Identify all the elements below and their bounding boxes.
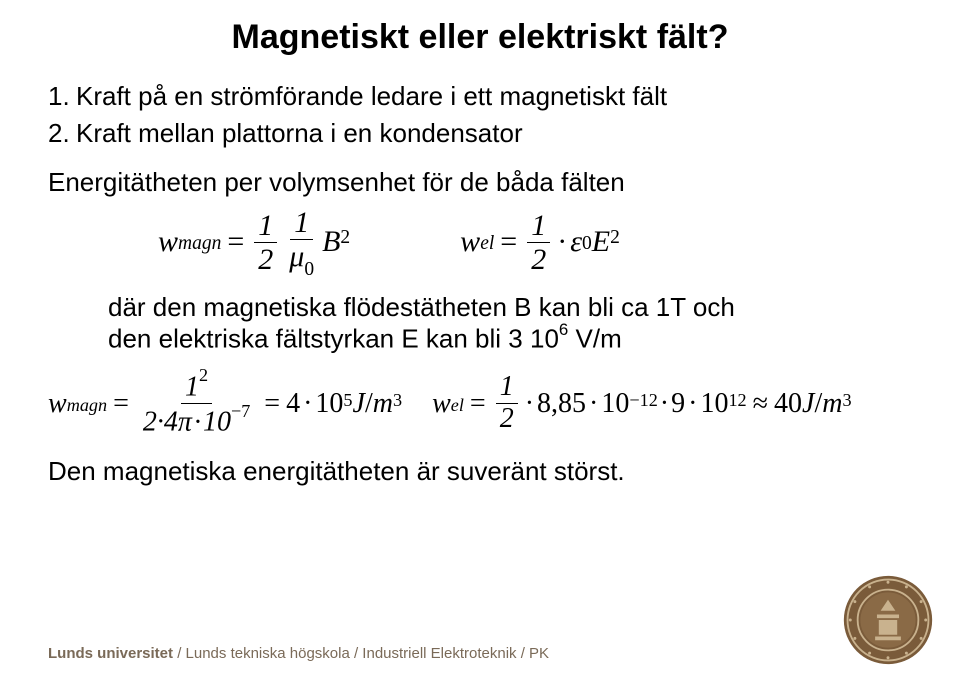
- neq1: =: [113, 388, 129, 420]
- eu-m: m: [822, 388, 842, 420]
- frac-half: 1 2: [254, 209, 277, 276]
- nd-dot: ·: [157, 407, 164, 438]
- sub-magn: magn: [178, 233, 221, 255]
- sub-0b: 0: [582, 233, 592, 255]
- exp-2b: 2: [610, 227, 620, 249]
- var-w-el: w: [460, 225, 480, 259]
- n1exp: 2: [199, 365, 208, 385]
- list-text-1: Kraft på en strömförande ledare i ett ma…: [76, 81, 667, 112]
- list-text-2: Kraft mellan plattorna i en kondensator: [76, 118, 523, 149]
- exp-2: 2: [340, 227, 350, 249]
- nd-pi: π: [178, 407, 192, 438]
- nd-dot2: ·: [194, 407, 201, 438]
- eeq: =: [470, 388, 486, 420]
- list-item-2: 2. Kraft mellan plattorna i en kondensat…: [48, 118, 912, 149]
- n1: 1: [185, 371, 199, 402]
- eapprox: ≈: [753, 388, 768, 420]
- equation-row-symbolic: wmagn = 1 2 1 μ0 B2 wel = 1 2 · ε0 E2: [48, 206, 912, 278]
- eu-J: J: [802, 388, 814, 420]
- equals-sign-2: =: [500, 225, 517, 259]
- explain-2a: den elektriska fältstyrkan E kan bli 3 1…: [108, 324, 559, 354]
- university-seal-icon: [842, 574, 934, 666]
- sub-0: 0: [304, 259, 314, 280]
- edot3: ·: [660, 388, 669, 420]
- explain-line-2: den elektriska fältstyrkan E kan bli 3 1…: [108, 323, 912, 355]
- explain-line-1: där den magnetiska flödestätheten B kan …: [108, 292, 912, 323]
- nsub-magn: magn: [67, 395, 107, 416]
- nr-a: 4: [286, 388, 300, 420]
- explanation-block: där den magnetiska flödestätheten B kan …: [48, 292, 912, 355]
- edot4: ·: [688, 388, 697, 420]
- footer-bold: Lunds universitet: [48, 645, 173, 662]
- eu-slash: /: [814, 388, 822, 420]
- ea: 8,85: [537, 388, 586, 420]
- edexp: 12: [728, 390, 746, 411]
- eden: 2: [496, 404, 518, 435]
- num-1b: 1: [290, 206, 313, 240]
- efrac: 1 2: [496, 372, 518, 435]
- evar-w: w: [432, 388, 451, 420]
- nd-c: 10: [203, 407, 231, 438]
- ebexp: −12: [629, 390, 657, 411]
- list-number-1: 1.: [48, 81, 76, 112]
- list-number-2: 2.: [48, 118, 76, 149]
- energy-density-heading: Energitätheten per volymsenhet för de bå…: [48, 167, 912, 198]
- mu: μ: [289, 240, 304, 273]
- sub-el: el: [480, 233, 494, 255]
- nu-slash: /: [365, 388, 373, 420]
- nfrac-magn: 12 2·4π·10−7: [139, 369, 254, 438]
- nu-mexp: 3: [393, 390, 402, 411]
- esub-el: el: [451, 395, 464, 416]
- eq-w-magn-numeric: wmagn = 12 2·4π·10−7 = 4·105 J / m3: [48, 369, 402, 438]
- explain-2b: V/m: [568, 324, 621, 354]
- conclusion-text: Den magnetiska energitätheten är suverän…: [48, 456, 912, 487]
- nr-b: 10: [315, 388, 343, 420]
- frac-half-el: 1 2: [527, 209, 550, 276]
- ed: 10: [700, 388, 728, 420]
- nr-dot: ·: [303, 388, 312, 420]
- explain-exp: 6: [559, 320, 568, 339]
- nu-J: J: [353, 388, 365, 420]
- equals-sign: =: [227, 225, 244, 259]
- nfrac-num: 12: [181, 369, 212, 404]
- nd-b: 4: [164, 407, 178, 438]
- nr-bexp: 5: [343, 390, 352, 411]
- footer: Lunds universitet / Lunds tekniska högsk…: [48, 645, 549, 662]
- num-1: 1: [254, 209, 277, 243]
- var-E: E: [592, 225, 610, 259]
- slide: Magnetiskt eller elektriskt fält? 1. Kra…: [0, 0, 960, 680]
- enum: 1: [496, 372, 518, 404]
- num-1c: 1: [527, 209, 550, 243]
- footer-rest: / Lunds tekniska högskola / Industriell …: [173, 645, 549, 662]
- eq-w-el-symbolic: wel = 1 2 · ε0 E2: [460, 209, 620, 276]
- slide-title: Magnetiskt eller elektriskt fält?: [48, 18, 912, 57]
- var-w: w: [158, 225, 178, 259]
- eu-mexp: 3: [842, 390, 851, 411]
- nfrac-den: 2·4π·10−7: [139, 404, 254, 438]
- den-mu0: μ0: [285, 240, 318, 278]
- dot: ·: [557, 225, 567, 259]
- neq2: =: [264, 388, 280, 420]
- nu-m: m: [373, 388, 393, 420]
- er: 40: [774, 388, 802, 420]
- nd-a: 2: [143, 407, 157, 438]
- nd-cexp: −7: [231, 401, 250, 421]
- frac-mu: 1 μ0: [285, 206, 318, 278]
- epsilon: ε: [570, 225, 582, 259]
- ec: 9: [671, 388, 685, 420]
- var-B: B: [322, 225, 340, 259]
- list-item-1: 1. Kraft på en strömförande ledare i ett…: [48, 81, 912, 112]
- edot2: ·: [589, 388, 598, 420]
- eq-w-magn-symbolic: wmagn = 1 2 1 μ0 B2: [158, 206, 350, 278]
- den-2b: 2: [527, 243, 550, 276]
- eb: 10: [601, 388, 629, 420]
- den-2: 2: [254, 243, 277, 276]
- edot: ·: [525, 388, 534, 420]
- nvar-w: w: [48, 388, 67, 420]
- equation-row-numeric: wmagn = 12 2·4π·10−7 = 4·105 J / m3 wel …: [48, 369, 912, 438]
- eq-w-el-numeric: wel = 1 2 · 8,85 · 10−12 · 9 · 1012 ≈ 40…: [432, 372, 852, 435]
